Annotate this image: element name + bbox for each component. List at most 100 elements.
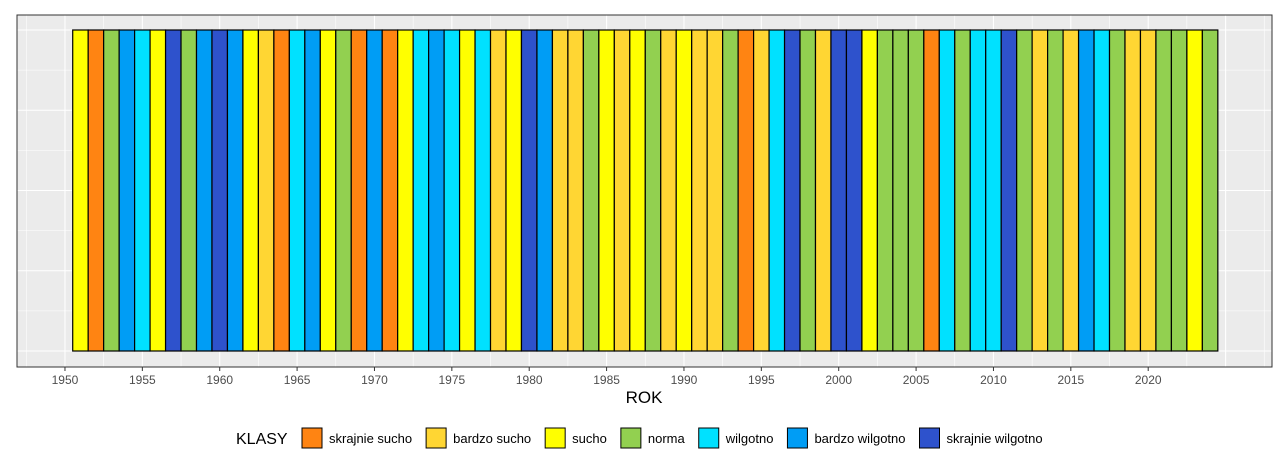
bar-2012 <box>1016 29 1033 352</box>
bar-2015 <box>1062 29 1080 352</box>
bar-1993 <box>722 29 739 352</box>
legend-key-bw <box>786 427 808 449</box>
bar-1977 <box>474 29 492 352</box>
bar-1982 <box>551 29 569 352</box>
bar-1967 <box>319 29 337 352</box>
legend: KLASY skrajnie sucho bardzo sucho sucho nor… <box>236 427 1043 449</box>
x-tick-label: 1980 <box>516 373 543 387</box>
bar-1999 <box>814 29 832 352</box>
bar-1954 <box>118 29 136 352</box>
bar-1995 <box>752 29 770 352</box>
bar-1962 <box>242 29 260 352</box>
legend-key-w <box>698 427 720 449</box>
bar-1955 <box>134 29 151 352</box>
bar-1981 <box>536 29 554 352</box>
bar-1959 <box>195 29 213 352</box>
legend-label: skrajnie wilgotno <box>947 431 1043 446</box>
bar-2019 <box>1124 29 1142 352</box>
bar-1972 <box>397 29 414 352</box>
bar-1973 <box>412 29 430 352</box>
bar-1976 <box>458 29 476 352</box>
x-axis-label: ROK <box>626 388 664 407</box>
bar-2008 <box>954 29 971 352</box>
bar-1984 <box>582 29 600 352</box>
bar-1998 <box>799 29 817 352</box>
bar-2003 <box>876 29 894 352</box>
bar-1966 <box>304 29 321 352</box>
bar-1980 <box>520 29 538 352</box>
bar-2001 <box>845 29 863 352</box>
bar-2009 <box>969 29 987 352</box>
bar-1979 <box>505 29 523 352</box>
bar-1960 <box>211 29 229 352</box>
x-tick-label: 1970 <box>361 373 388 387</box>
bar-2014 <box>1047 29 1064 352</box>
bar-2004 <box>892 29 909 352</box>
bar-1997 <box>783 29 801 352</box>
bar-2006 <box>923 29 940 352</box>
bar-2007 <box>938 29 956 352</box>
bar-1951 <box>72 29 89 352</box>
x-tick-label: 1950 <box>52 373 79 387</box>
x-tick-label: 2020 <box>1135 373 1162 387</box>
bar-1988 <box>644 29 662 352</box>
bar-1961 <box>226 29 244 352</box>
x-tick-label: 1965 <box>284 373 311 387</box>
bar-2024 <box>1201 29 1219 352</box>
bar-1969 <box>350 29 368 352</box>
x-tick-label: 2005 <box>903 373 930 387</box>
bar-2005 <box>907 29 925 352</box>
bar-1992 <box>706 29 724 352</box>
x-tick-label: 1955 <box>129 373 156 387</box>
legend-key-ss <box>301 427 323 449</box>
bar-1985 <box>598 29 615 352</box>
bar-1996 <box>768 29 786 352</box>
bar-1994 <box>737 29 755 352</box>
bar-1983 <box>567 29 584 352</box>
bar-2018 <box>1108 29 1126 352</box>
legend-key-bs <box>425 427 447 449</box>
bar-1952 <box>87 29 105 352</box>
bar-1953 <box>103 29 120 352</box>
x-tick-label: 1990 <box>671 373 698 387</box>
bar-2000 <box>830 29 848 352</box>
x-tick-label: 1975 <box>438 373 465 387</box>
bar-2022 <box>1170 29 1188 352</box>
bar-2010 <box>985 29 1002 352</box>
legend-label: skrajnie sucho <box>329 431 412 446</box>
bar-1964 <box>273 29 290 352</box>
legend-label: sucho <box>572 431 607 446</box>
x-tick-label: 2015 <box>1057 373 1084 387</box>
bar-1970 <box>366 29 383 352</box>
bar-1956 <box>149 29 167 352</box>
bar-1990 <box>675 29 693 352</box>
bars <box>72 29 1219 352</box>
legend-key-sw <box>919 427 940 449</box>
legend-label: bardzo sucho <box>453 431 531 446</box>
bar-1991 <box>691 29 708 352</box>
bar-2021 <box>1155 29 1173 352</box>
bar-1963 <box>257 29 275 352</box>
x-tick-label: 2000 <box>825 373 852 387</box>
bar-2013 <box>1031 29 1049 352</box>
x-tick-label: 1960 <box>206 373 233 387</box>
legend-label: bardzo wilgotno <box>814 431 905 446</box>
bar-1957 <box>164 29 182 352</box>
legend-label: norma <box>648 431 686 446</box>
legend-key-n <box>620 427 642 449</box>
legend-label: wilgotno <box>725 431 774 446</box>
bar-2002 <box>861 29 878 352</box>
bar-1987 <box>629 29 646 352</box>
bar-1958 <box>180 29 198 352</box>
bar-1971 <box>381 29 399 352</box>
x-tick-label: 1985 <box>593 373 620 387</box>
bar-1968 <box>335 29 352 352</box>
bar-1986 <box>613 29 631 352</box>
panel-border <box>16 14 1273 368</box>
bar-2020 <box>1139 29 1157 352</box>
bar-1975 <box>443 29 461 352</box>
bar-1965 <box>288 29 306 352</box>
legend-title: KLASY <box>236 431 288 448</box>
bar-1978 <box>489 29 507 352</box>
